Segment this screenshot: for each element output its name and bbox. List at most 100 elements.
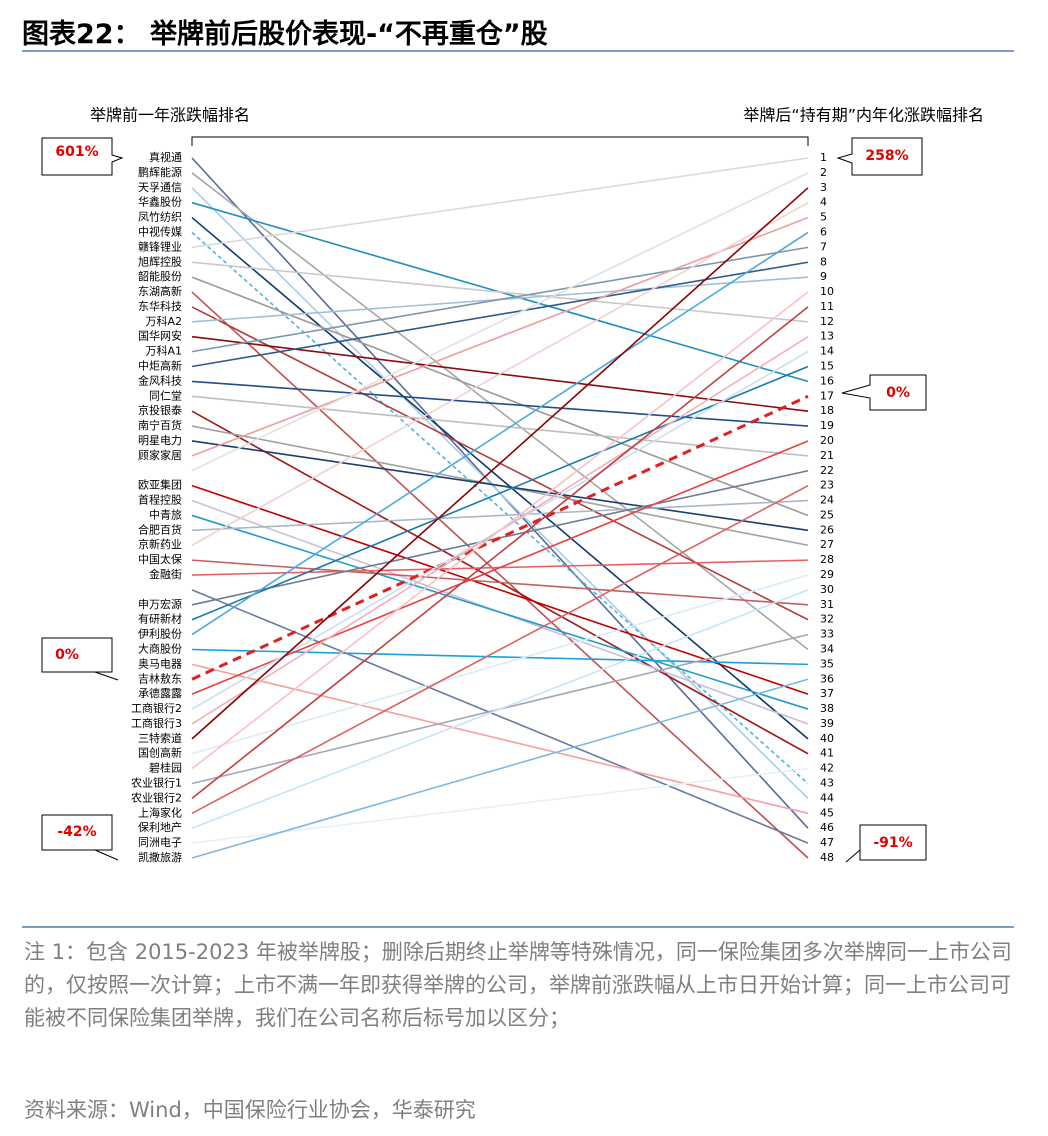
right-tick-label: 26 bbox=[820, 523, 834, 536]
right-tick-label: 3 bbox=[820, 181, 827, 194]
slope-line bbox=[191, 380, 809, 427]
slope-line bbox=[191, 231, 809, 636]
right-tick-label: 33 bbox=[820, 628, 834, 641]
left-label: 真视通 bbox=[149, 150, 182, 164]
slope-line bbox=[191, 574, 809, 755]
right-tick-label: 12 bbox=[820, 315, 834, 328]
left-label: 国华网安 bbox=[138, 329, 182, 343]
left-label: 京投银泰 bbox=[138, 403, 182, 417]
left-label: 工商银行2 bbox=[131, 701, 182, 715]
left-label: 顾家家居 bbox=[138, 448, 182, 462]
right-tick-label: 25 bbox=[820, 508, 834, 521]
left-label: 中炬高新 bbox=[138, 359, 182, 373]
left-label: 凯撒旅游 bbox=[138, 850, 182, 864]
slope-line bbox=[191, 187, 809, 740]
left-label: 赣锋锂业 bbox=[138, 239, 182, 253]
left-label: 鹏辉能源 bbox=[138, 165, 182, 179]
right-tick-label: 40 bbox=[820, 732, 834, 745]
left-label: 合肥百货 bbox=[138, 522, 182, 536]
right-tick-label: 22 bbox=[820, 464, 834, 477]
right-tick-label: 39 bbox=[820, 717, 834, 730]
slope-line bbox=[191, 246, 809, 353]
right-tick-label: 37 bbox=[820, 687, 834, 700]
left-axis-label: 举牌前一年涨跌幅排名 bbox=[90, 106, 250, 125]
right-tick-label: 27 bbox=[820, 538, 834, 551]
left-label: 旭辉控股 bbox=[138, 254, 182, 268]
annotation: -42% bbox=[57, 824, 96, 840]
slope-line bbox=[191, 394, 809, 681]
annotation: 0% bbox=[55, 647, 79, 663]
right-tick-label: 48 bbox=[820, 851, 834, 864]
left-label: 同仁堂 bbox=[149, 389, 182, 402]
callout-box bbox=[841, 374, 927, 411]
left-label: 东华科技 bbox=[138, 299, 182, 313]
right-tick-label: 19 bbox=[820, 419, 834, 432]
right-tick-label: 45 bbox=[820, 806, 834, 819]
left-label: 明星电力 bbox=[138, 434, 182, 447]
right-tick-label: 11 bbox=[820, 300, 834, 313]
title-rule bbox=[22, 50, 1014, 52]
left-label: 碧桂园 bbox=[149, 761, 182, 775]
slope-line bbox=[191, 767, 809, 844]
right-tick-label: 23 bbox=[820, 479, 834, 492]
slope-line bbox=[191, 514, 809, 710]
annotation: 0% bbox=[886, 385, 910, 401]
slope-line bbox=[191, 216, 809, 740]
right-tick-label: 35 bbox=[820, 657, 834, 670]
left-label: 奥马电器 bbox=[138, 656, 182, 670]
right-tick-label: 47 bbox=[820, 836, 834, 849]
right-tick-label: 29 bbox=[820, 568, 834, 581]
right-tick-label: 9 bbox=[820, 270, 827, 283]
right-tick-label: 36 bbox=[820, 672, 834, 685]
slope-line bbox=[191, 291, 809, 770]
callout-box bbox=[836, 137, 923, 176]
right-tick-label: 10 bbox=[820, 285, 834, 298]
slope-line bbox=[191, 216, 809, 457]
slope-line bbox=[191, 440, 809, 532]
annotation: -91% bbox=[873, 835, 912, 851]
right-tick-label: 16 bbox=[820, 374, 834, 387]
left-label: 天孚通信 bbox=[138, 181, 182, 194]
left-label: 吉林敖东 bbox=[138, 671, 182, 685]
right-tick-label: 14 bbox=[820, 345, 834, 358]
annotation: 258% bbox=[865, 148, 908, 164]
left-label: 农业银行2 bbox=[131, 790, 182, 804]
slope-line bbox=[191, 291, 809, 859]
left-label: 金风科技 bbox=[138, 373, 182, 387]
left-label: 工商银行3 bbox=[131, 716, 182, 730]
chart-title: 图表22： 举牌前后股价表现-“不再重仓”股 bbox=[22, 19, 548, 50]
right-tick-label: 30 bbox=[820, 583, 834, 596]
left-label: 同洲电子 bbox=[138, 836, 182, 849]
annotation: 601% bbox=[55, 144, 98, 160]
slope-line bbox=[191, 395, 809, 457]
right-tick-label: 5 bbox=[820, 211, 827, 224]
right-tick-label: 34 bbox=[820, 642, 834, 655]
left-label: 华鑫股份 bbox=[138, 195, 182, 209]
right-tick-label: 28 bbox=[820, 553, 834, 566]
slope-line bbox=[191, 261, 809, 323]
right-tick-label: 8 bbox=[820, 255, 827, 268]
lines bbox=[191, 157, 809, 859]
right-tick-label: 32 bbox=[820, 613, 834, 626]
left-label: 申万宏源 bbox=[138, 597, 182, 611]
slope-line bbox=[191, 276, 809, 517]
slope-line bbox=[191, 172, 809, 472]
note: 注 1：包含 2015-2023 年被举牌股；删除后期终止举牌等特殊情况，同一保… bbox=[24, 940, 1012, 1030]
right-tick-label: 20 bbox=[820, 434, 834, 447]
right-tick-label: 6 bbox=[820, 225, 827, 238]
left-label: 大商股份 bbox=[138, 641, 182, 655]
left-label: 国创高新 bbox=[138, 746, 182, 760]
right-tick-label: 41 bbox=[820, 747, 834, 760]
right-tick-label: 43 bbox=[820, 777, 834, 790]
left-label: 中国太保 bbox=[138, 552, 182, 566]
callout-box bbox=[41, 814, 119, 861]
left-label: 首程控股 bbox=[138, 493, 182, 507]
right-tick-label: 42 bbox=[820, 762, 834, 775]
right-tick-label: 31 bbox=[820, 598, 834, 611]
left-label: 欧亚集团 bbox=[138, 478, 182, 492]
source: 资料来源：Wind，中国保险行业协会，华泰研究 bbox=[24, 1098, 476, 1122]
slope-line bbox=[191, 172, 809, 651]
slope-line bbox=[191, 440, 809, 695]
left-label: 上海家化 bbox=[138, 805, 182, 819]
